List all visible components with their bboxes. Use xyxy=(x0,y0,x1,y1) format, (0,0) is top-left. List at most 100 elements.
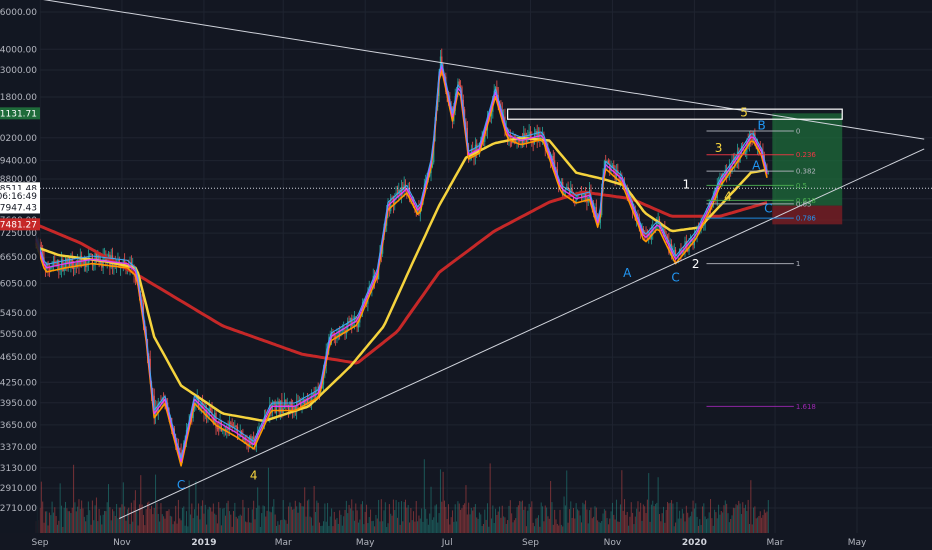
volume-bar xyxy=(344,509,346,533)
volume-bar xyxy=(641,520,643,533)
volume-bar xyxy=(352,510,354,533)
volume-bar xyxy=(448,504,449,533)
volume-bar xyxy=(430,486,432,533)
price-tag-box xyxy=(0,190,40,203)
candle-body xyxy=(404,184,407,191)
volume-bar xyxy=(551,502,553,533)
volume-bar xyxy=(461,508,463,533)
candle-body xyxy=(747,140,749,147)
volume-bar xyxy=(663,506,664,533)
volume-bar xyxy=(513,520,515,533)
volume-bar xyxy=(585,500,587,533)
volume-bar xyxy=(187,526,189,533)
volume-bar xyxy=(356,510,358,533)
candle-body xyxy=(179,447,181,450)
volume-bar xyxy=(376,518,378,533)
volume-bar xyxy=(425,509,427,533)
candle-body xyxy=(607,160,610,164)
candle-body xyxy=(293,406,295,412)
candle-body xyxy=(519,140,521,142)
candle-body xyxy=(571,188,573,193)
volume-bar xyxy=(79,508,81,533)
candle-body xyxy=(230,422,232,425)
trendline-descending-resistance xyxy=(43,0,925,140)
candle-body xyxy=(618,174,620,183)
volume-bar xyxy=(249,522,251,533)
volume-bar xyxy=(168,509,170,533)
volume-bar xyxy=(480,514,482,533)
volume-bar xyxy=(617,521,619,533)
volume-bar xyxy=(66,508,68,533)
volume-bar xyxy=(214,513,216,533)
volume-bar xyxy=(128,507,130,533)
volume-bar xyxy=(400,501,402,533)
volume-bar xyxy=(419,518,421,533)
volume-bar xyxy=(65,501,67,533)
candle-body xyxy=(528,131,530,137)
volume-bar xyxy=(290,506,292,533)
volume-bar xyxy=(112,509,114,533)
volume-bar xyxy=(699,519,701,533)
candle-body xyxy=(349,318,352,323)
volume-bar xyxy=(306,500,308,533)
volume-bar xyxy=(184,525,186,533)
volume-bar xyxy=(489,463,491,533)
volume-bar xyxy=(280,520,282,533)
volume-bar xyxy=(618,521,620,533)
volume-bar xyxy=(527,510,529,533)
volume-bar xyxy=(587,523,589,533)
volume-bar xyxy=(443,500,445,533)
time-axis[interactable]: Sep Nov 2019 Mar May Jul Sep Nov 2020 Mar May xyxy=(32,538,867,548)
price-tag-label: 7947.43 xyxy=(0,203,37,213)
volume-bar xyxy=(632,512,634,533)
volume-bar xyxy=(319,522,320,533)
candle-body xyxy=(55,263,57,265)
time-axis-panel[interactable] xyxy=(0,533,932,550)
volume-bar xyxy=(47,525,49,533)
volume-bar xyxy=(395,500,397,533)
volume-bar xyxy=(560,524,562,533)
volume-bar xyxy=(396,517,398,533)
volume-bar xyxy=(520,501,522,533)
volume-bar xyxy=(101,524,103,533)
price-axis-panel[interactable] xyxy=(0,0,40,550)
volume-bar xyxy=(417,521,419,533)
volume-bar xyxy=(718,504,720,533)
volume-bar xyxy=(668,503,670,533)
candle-body xyxy=(207,414,209,417)
volume-bar xyxy=(175,505,177,533)
y-tick-label: 4650.00 xyxy=(0,353,37,363)
volume-bar xyxy=(308,499,310,533)
volume-bar xyxy=(683,513,685,533)
volume-bar xyxy=(351,499,353,533)
candle-body xyxy=(461,86,463,100)
volume-bar xyxy=(210,507,212,533)
volume-bar xyxy=(566,470,568,533)
volume-bar xyxy=(445,506,447,533)
volume-bar xyxy=(106,502,108,533)
volume-bar xyxy=(160,503,162,533)
volume-bar xyxy=(732,507,734,533)
ma-red-line xyxy=(35,190,768,365)
volume-bar xyxy=(69,511,71,533)
volume-bar xyxy=(540,502,542,533)
x-tick-label: Jul xyxy=(441,538,453,548)
volume-bar xyxy=(673,526,675,533)
y-tick-label: 16000.00 xyxy=(0,8,37,18)
volume-bar xyxy=(343,516,345,533)
candle-body xyxy=(180,449,182,457)
volume-bar xyxy=(496,514,498,533)
volume-bar xyxy=(108,484,110,533)
volume-bar xyxy=(40,481,42,533)
volume-bar xyxy=(371,521,373,533)
volume-bar xyxy=(452,510,454,533)
volume-bar xyxy=(177,499,179,533)
candle-body xyxy=(748,135,751,147)
candle-body xyxy=(351,318,353,327)
volume-bar xyxy=(233,511,234,533)
volume-bar xyxy=(407,505,409,533)
volume-bar xyxy=(484,509,486,533)
volume-bar xyxy=(462,504,464,533)
